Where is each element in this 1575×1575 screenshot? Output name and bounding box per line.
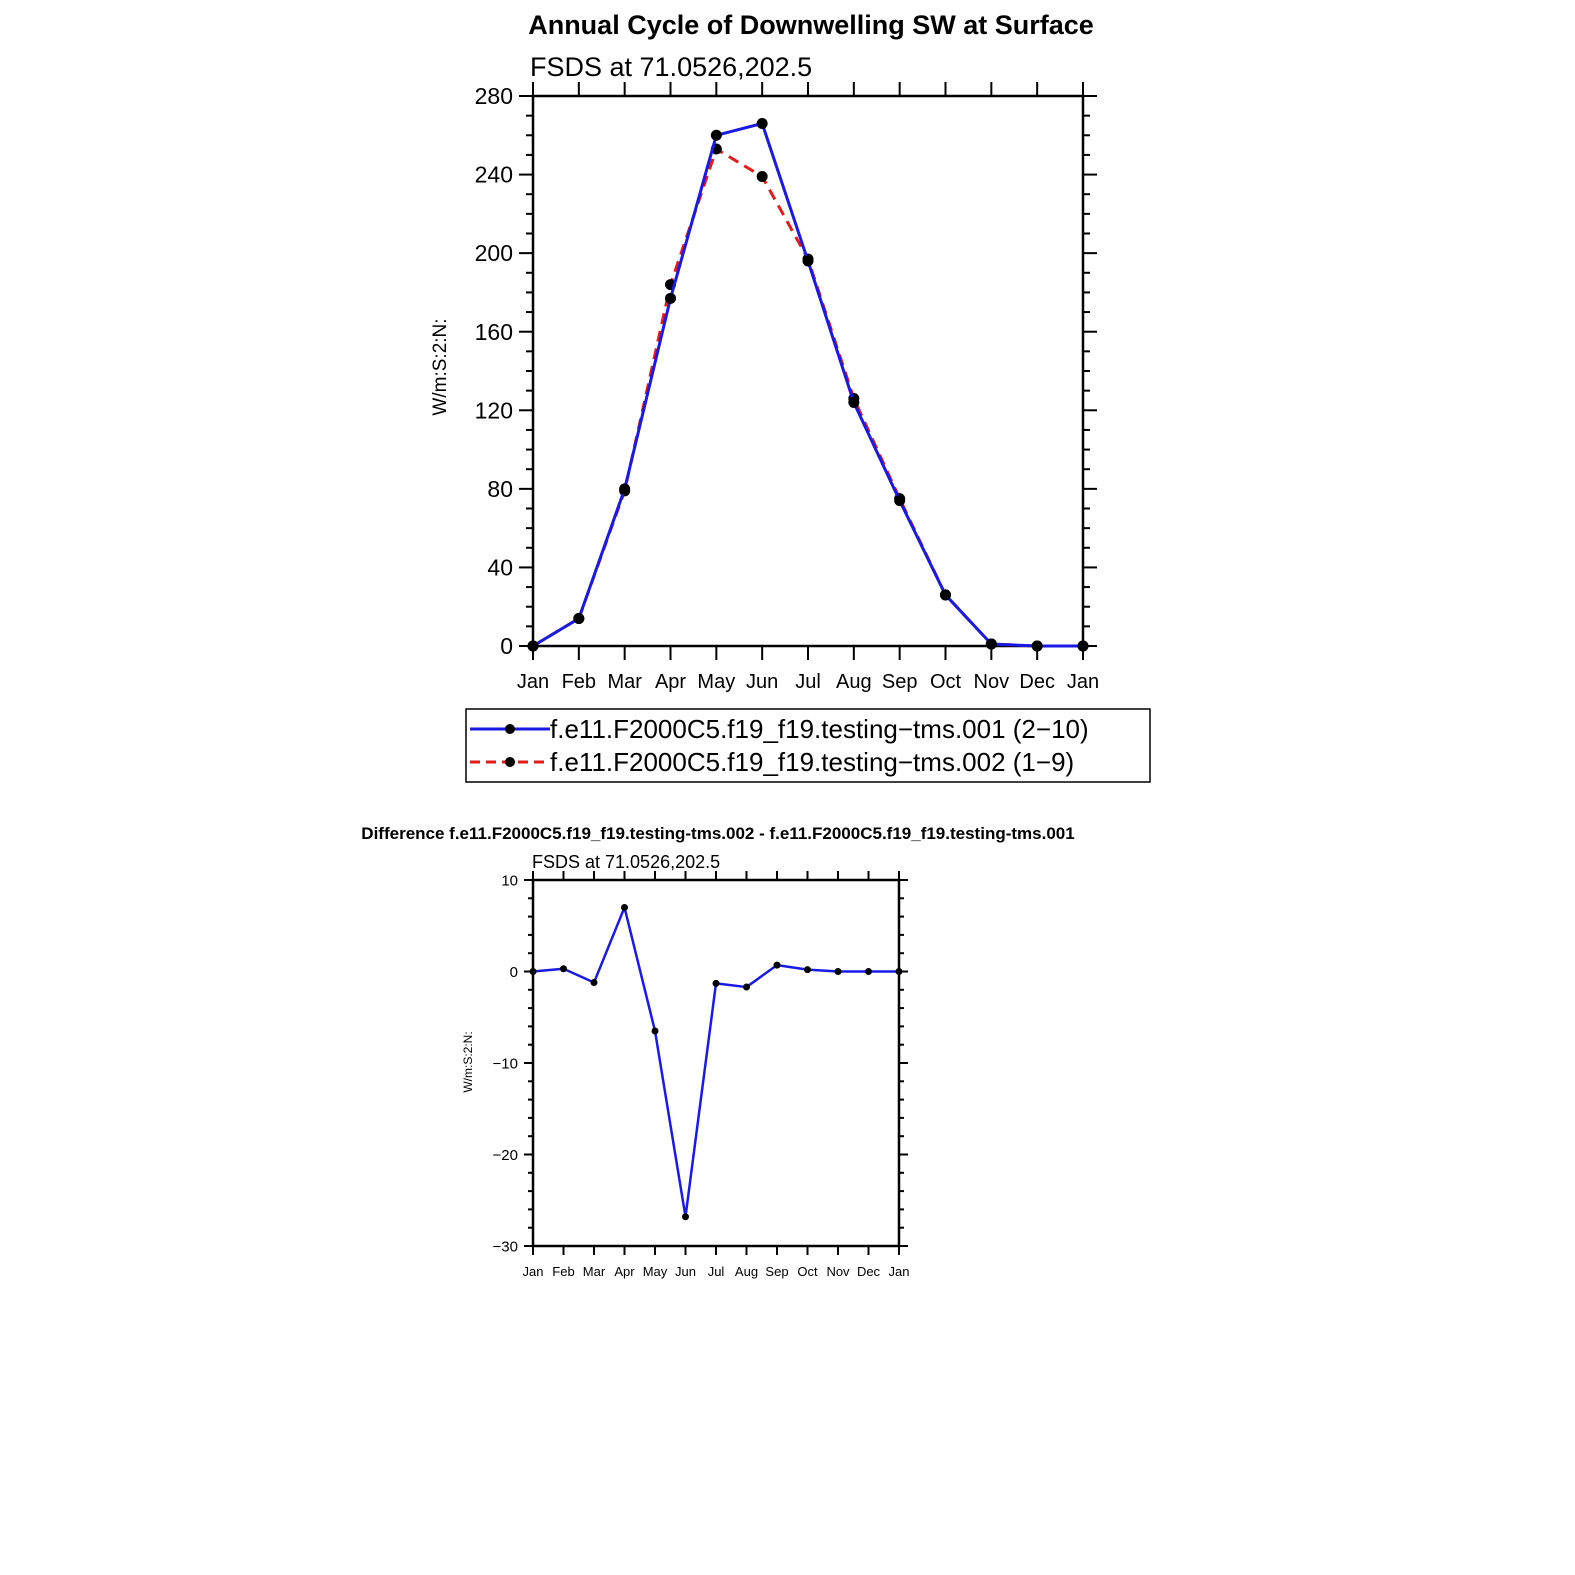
data-point	[527, 640, 539, 652]
x-tick-label: Oct	[797, 1264, 818, 1279]
y-tick-label: 0	[500, 633, 513, 659]
x-tick-label: Dec	[857, 1264, 881, 1279]
data-point	[560, 965, 567, 973]
legend-label-series1: f.e11.F2000C5.f19_f19.testing−tms.001 (2…	[550, 714, 1089, 744]
chart2-ylabel: W/m:S:2:N:	[461, 1031, 475, 1092]
data-point	[773, 961, 781, 969]
y-tick-label: −10	[493, 1055, 518, 1072]
data-point	[848, 396, 860, 408]
y-tick-label: 40	[487, 554, 513, 580]
data-point	[665, 292, 676, 304]
data-point	[651, 1027, 659, 1035]
plot-frame	[531, 94, 1085, 648]
data-point	[985, 638, 997, 650]
data-point	[621, 903, 628, 911]
chart1-subtitle: FSDS at 71.0526,202.5	[530, 52, 812, 82]
chart2-title: Difference f.e11.F2000C5.f19_f19.testing…	[361, 824, 1074, 843]
plot-frame	[531, 878, 901, 1248]
y-tick-label: 80	[487, 476, 513, 502]
legend-marker-series2	[505, 757, 515, 767]
x-tick-label: Nov	[974, 671, 1010, 693]
chart2-subtitle: FSDS at 71.0526,202.5	[532, 852, 720, 872]
series-line-1	[532, 906, 899, 1218]
data-point	[865, 968, 872, 975]
data-point	[756, 171, 768, 183]
data-point	[834, 968, 842, 975]
x-tick-label: Jan	[517, 671, 549, 693]
x-tick-label: Feb	[552, 1264, 574, 1279]
data-point	[756, 118, 768, 129]
x-tick-label: Oct	[930, 671, 962, 693]
x-tick-label: Aug	[836, 671, 872, 693]
x-tick-label: May	[643, 1264, 668, 1279]
chart1-legend: f.e11.F2000C5.f19_f19.testing−tms.001 (2…	[465, 708, 1151, 783]
chart1-plot: 0 40 80 120 160 200 240 280 Jan Feb Mar Apr May Jun Ju…	[475, 82, 1099, 693]
x-tick-label: Jul	[708, 1264, 725, 1279]
data-point	[1077, 640, 1089, 652]
legend-marker-series1	[505, 724, 515, 734]
y-tick-label: −30	[493, 1238, 518, 1255]
y-tick-label: −20	[493, 1147, 518, 1164]
data-point	[710, 129, 722, 141]
data-point	[590, 978, 598, 986]
x-tick-label: Jun	[675, 1264, 696, 1279]
x-tick-label: Apr	[614, 1264, 635, 1279]
x-tick-label: May	[697, 671, 735, 693]
data-point	[940, 589, 951, 601]
x-tick-label: Jun	[746, 671, 778, 693]
y-tick-label: 280	[475, 83, 513, 109]
data-point	[529, 968, 537, 975]
x-tick-label: Jan	[1067, 671, 1099, 693]
x-tick-label: Sep	[882, 671, 918, 693]
data-point	[1031, 640, 1043, 652]
chart1-ylabel: W/m:S:2:N:	[430, 318, 451, 415]
data-point	[895, 968, 903, 975]
legend-label-series2: f.e11.F2000C5.f19_f19.testing−tms.002 (1…	[550, 747, 1074, 777]
series-line-1	[532, 122, 1083, 648]
x-tick-label: Jan	[523, 1264, 544, 1279]
x-tick-label: Jul	[795, 671, 821, 693]
x-tick-label: Mar	[607, 671, 642, 693]
data-point	[802, 255, 814, 267]
data-point	[712, 979, 720, 987]
y-tick-label: 200	[475, 240, 513, 266]
y-tick-label: 10	[501, 872, 518, 889]
x-tick-label: Apr	[655, 671, 686, 693]
y-tick-label: 120	[475, 397, 513, 423]
data-point	[682, 1213, 689, 1221]
series-line-2	[532, 147, 1083, 648]
chart2-plot: −30 −20 −10 0 10 Jan Feb Mar Apr May Jun Jul Aug Sep O…	[493, 871, 910, 1279]
data-point	[894, 495, 906, 507]
data-point	[743, 983, 750, 991]
y-tick-label: 160	[475, 319, 513, 345]
chart1-title: Annual Cycle of Downwelling SW at Surfac…	[528, 10, 1094, 40]
x-tick-label: Aug	[735, 1264, 758, 1279]
data-point	[573, 613, 585, 624]
data-point	[619, 483, 631, 495]
x-tick-label: Nov	[826, 1264, 850, 1279]
y-tick-label: 0	[510, 964, 518, 981]
x-tick-label: Dec	[1019, 671, 1055, 693]
x-tick-label: Feb	[562, 671, 596, 693]
x-tick-label: Jan	[889, 1264, 910, 1279]
y-tick-label: 240	[475, 162, 513, 188]
x-tick-label: Sep	[765, 1264, 788, 1279]
data-point	[804, 966, 811, 974]
x-tick-label: Mar	[583, 1264, 606, 1279]
legend-frame	[465, 708, 1151, 783]
